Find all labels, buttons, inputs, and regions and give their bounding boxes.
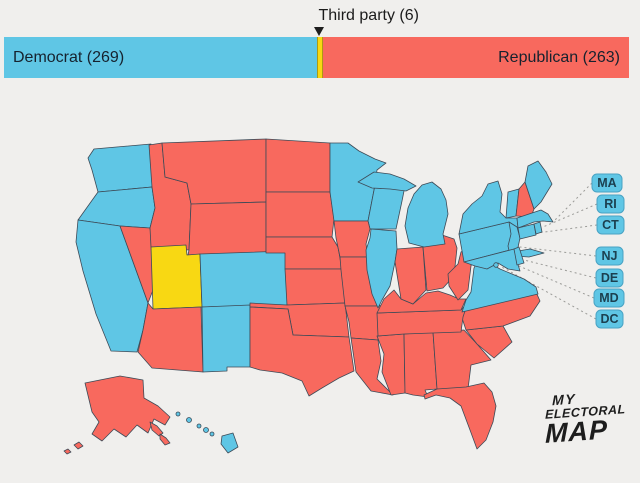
leader-line-ct <box>536 224 598 234</box>
state-ut[interactable] <box>150 244 203 310</box>
state-dc[interactable] <box>493 262 499 268</box>
state-nd[interactable] <box>265 138 331 193</box>
democrat-total-label: Democrat (269) <box>13 48 125 66</box>
state-ak-panhandle[interactable] <box>149 421 164 437</box>
bar-segment-republican: Republican (263) <box>323 37 629 78</box>
state-label-dc[interactable]: DC <box>595 309 624 329</box>
state-mi-upper[interactable] <box>357 171 417 192</box>
republican-total-label: Republican (263) <box>498 48 620 66</box>
state-hi-island-5[interactable] <box>209 431 215 437</box>
state-ak-panhandle-2[interactable] <box>159 433 171 446</box>
label-leader-lines <box>499 182 598 320</box>
us-electoral-map: MA RI CT NJ DE MD <box>63 138 625 455</box>
leader-line-md <box>518 265 595 299</box>
state-ks[interactable] <box>284 268 346 306</box>
state-ky[interactable] <box>376 289 467 314</box>
state-hi-island-3[interactable] <box>196 423 202 429</box>
state-label-de[interactable]: DE <box>595 268 624 288</box>
state-il[interactable] <box>365 228 398 309</box>
state-label-nj[interactable]: NJ <box>595 246 624 266</box>
leader-line-dc <box>499 265 597 320</box>
state-al[interactable] <box>403 331 438 398</box>
state-sd[interactable] <box>265 191 335 238</box>
state-labels-column: MA RI CT NJ DE MD <box>591 173 625 329</box>
state-hi-island-2[interactable] <box>186 417 192 423</box>
state-label-ct[interactable]: CT <box>596 215 625 235</box>
state-hi-big-island[interactable] <box>220 432 239 454</box>
state-tn[interactable] <box>376 301 469 337</box>
svg-text:NJ: NJ <box>602 249 618 263</box>
leader-line-de <box>523 259 597 279</box>
svg-text:MA: MA <box>597 176 616 190</box>
state-ia[interactable] <box>333 220 371 258</box>
state-ak[interactable] <box>84 375 171 442</box>
svg-text:RI: RI <box>604 197 617 211</box>
state-ri[interactable] <box>533 221 543 235</box>
third-party-marker-icon <box>313 27 324 36</box>
svg-text:MD: MD <box>599 291 618 305</box>
state-in[interactable] <box>394 246 427 305</box>
state-ak-islands-1[interactable] <box>73 441 84 450</box>
state-ak-islands-2[interactable] <box>63 448 72 455</box>
state-label-md[interactable]: MD <box>593 288 625 308</box>
bar-segment-third-party <box>316 37 324 78</box>
state-label-ma[interactable]: MA <box>591 173 623 193</box>
state-nm[interactable] <box>201 304 251 373</box>
electoral-vote-bar: Democrat (269) Republican (263) <box>4 37 629 78</box>
state-wy[interactable] <box>187 201 267 256</box>
svg-text:DC: DC <box>600 312 618 326</box>
state-az[interactable] <box>137 302 204 373</box>
state-ar[interactable] <box>344 305 383 341</box>
state-tx[interactable] <box>249 306 355 397</box>
third-party-callout: Third party (6) <box>313 7 419 36</box>
state-hi-island-1[interactable] <box>175 411 181 417</box>
state-la[interactable] <box>350 337 394 396</box>
svg-text:DE: DE <box>601 271 618 285</box>
leader-line-ma <box>553 182 593 222</box>
state-ct[interactable] <box>517 223 537 240</box>
state-mi-lower[interactable] <box>404 181 449 248</box>
state-fl[interactable] <box>423 382 497 450</box>
state-me[interactable] <box>524 160 553 210</box>
state-wa[interactable] <box>87 143 153 193</box>
state-label-ri[interactable]: RI <box>596 194 625 214</box>
state-de[interactable] <box>513 246 525 266</box>
state-hi-island-4[interactable] <box>203 427 209 433</box>
leader-line-ri <box>542 203 598 228</box>
svg-text:CT: CT <box>602 218 619 232</box>
bar-segment-democrat: Democrat (269) <box>4 37 317 78</box>
state-co[interactable] <box>199 250 290 308</box>
states-layer <box>63 138 554 455</box>
site-logo: MY ELECTORAL MAP <box>545 388 625 449</box>
third-party-callout-label: Third party (6) <box>318 7 419 24</box>
